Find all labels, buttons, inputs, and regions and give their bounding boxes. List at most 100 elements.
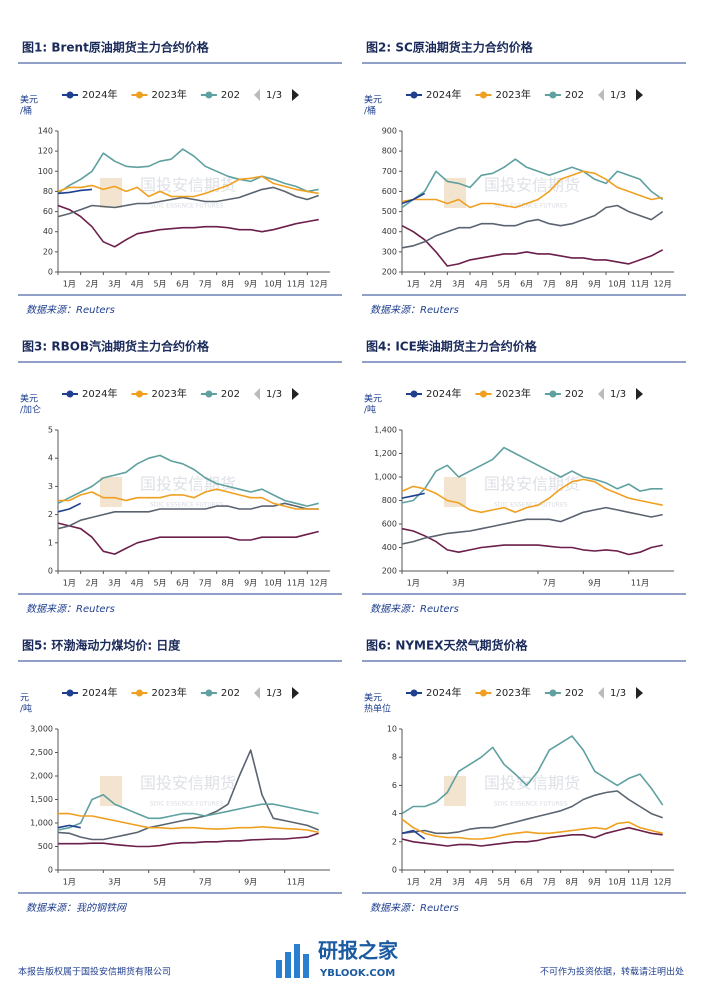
- series-line: [401, 224, 664, 267]
- pager: 1/3: [266, 90, 282, 101]
- series-line: [57, 175, 319, 198]
- y-tick-label: 80: [43, 187, 53, 196]
- legend-label: 2023年: [151, 387, 186, 400]
- source: 数据来源：我的钢铁网: [26, 902, 128, 914]
- series-line: [401, 158, 664, 209]
- pager: 1/3: [610, 688, 626, 699]
- x-tick-label: 3月: [108, 878, 121, 887]
- pager: 1/3: [610, 389, 626, 400]
- series-line: [57, 186, 319, 218]
- series-line: [57, 188, 93, 195]
- legend-dot: [479, 390, 487, 398]
- y-tick-label: 0: [48, 567, 53, 576]
- x-tick-label: 3月: [452, 579, 465, 588]
- legend-dot: [549, 689, 557, 697]
- y-tick-label: 6: [392, 781, 397, 790]
- legend-dot: [66, 91, 74, 99]
- y-tick-label: 120: [38, 147, 53, 156]
- x-tick-label: 7月: [543, 579, 556, 588]
- x-tick-label: 10月: [608, 878, 626, 887]
- x-tick-label: 8月: [565, 280, 578, 289]
- x-tick-label: 2月: [85, 280, 98, 289]
- pager: 1/3: [266, 688, 282, 699]
- x-tick-label: 4月: [475, 280, 488, 289]
- x-tick-label: 12月: [654, 878, 672, 887]
- panel-title: 图1: Brent原油期货主力合约价格: [22, 40, 210, 55]
- series-line: [57, 502, 319, 530]
- pager-prev: [598, 89, 604, 101]
- series-line: [58, 488, 319, 510]
- y-tick-label: 40: [43, 227, 53, 236]
- legend-dot: [66, 689, 74, 697]
- y-unit: 元: [20, 694, 29, 704]
- brand-logo: [276, 944, 309, 978]
- series-line: [401, 527, 663, 556]
- x-tick-label: 5月: [497, 280, 510, 289]
- x-tick-label: 9月: [244, 878, 257, 887]
- series-line: [57, 794, 319, 831]
- x-tick-label: 7月: [199, 579, 212, 588]
- legend-label: 2024年: [426, 88, 461, 101]
- watermark-logo: [100, 776, 122, 806]
- legend-label: 202: [565, 90, 584, 101]
- y-tick-label: 140: [38, 127, 53, 136]
- legend-label: 2024年: [82, 686, 117, 699]
- source: 数据来源：Reuters: [26, 603, 115, 615]
- legend-label: 202: [565, 688, 584, 699]
- x-tick-label: 5月: [153, 579, 166, 588]
- pager-prev: [598, 388, 604, 400]
- y-tick-label: 2: [392, 837, 397, 846]
- legend-label: 2023年: [495, 88, 530, 101]
- x-tick-label: 7月: [543, 878, 556, 887]
- series-line: [58, 832, 319, 848]
- x-tick-label: 7月: [543, 280, 556, 289]
- series-line: [401, 478, 663, 514]
- watermark-en: SDIC ESSENCE FUTURES: [150, 502, 224, 509]
- series-line: [58, 812, 319, 834]
- legend-label: 2023年: [495, 686, 530, 699]
- x-tick-label: 1月: [407, 878, 420, 887]
- x-tick-label: 8月: [565, 878, 578, 887]
- y-unit: /吨: [20, 703, 32, 715]
- source: 数据来源：Reuters: [370, 304, 459, 316]
- x-tick-label: 2月: [429, 280, 442, 289]
- y-tick-label: 0: [48, 268, 53, 277]
- pager-next: [292, 388, 299, 400]
- series-line: [401, 192, 426, 205]
- series-line: [57, 522, 319, 555]
- x-tick-label: 9月: [588, 579, 601, 588]
- y-tick-label: 1,500: [30, 795, 53, 804]
- footer-right: 不可作为投资依据，转载请注明出处: [540, 966, 684, 978]
- source: 数据来源：Reuters: [370, 603, 459, 615]
- x-tick-label: 4月: [131, 280, 144, 289]
- x-tick-label: 12月: [654, 280, 672, 289]
- y-tick-label: 200: [382, 268, 397, 277]
- series-line: [57, 454, 319, 507]
- x-tick-label: 3月: [108, 280, 121, 289]
- y-tick-label: 500: [38, 842, 53, 851]
- y-tick-label: 1,400: [374, 426, 397, 435]
- legend-dot: [410, 689, 418, 697]
- legend-label: 2024年: [426, 387, 461, 400]
- x-tick-label: 12月: [310, 280, 328, 289]
- watermark: 国投安信期货: [484, 774, 580, 793]
- watermark-logo: [100, 178, 122, 208]
- y-tick-label: 500: [382, 207, 397, 216]
- x-tick-label: 11月: [631, 878, 649, 887]
- series-line: [401, 829, 426, 840]
- x-tick-label: 6月: [176, 280, 189, 289]
- series-line: [401, 735, 664, 815]
- x-tick-label: 11月: [287, 878, 305, 887]
- x-tick-label: 2月: [85, 579, 98, 588]
- x-tick-label: 2月: [429, 878, 442, 887]
- y-tick-label: 800: [382, 147, 397, 156]
- y-tick-label: 20: [43, 247, 53, 256]
- panel-title: 图5: 环渤海动力煤均价: 日度: [22, 638, 181, 653]
- pager-prev: [254, 687, 260, 699]
- legend-label: 202: [565, 389, 584, 400]
- pager-prev: [254, 388, 260, 400]
- pager-next: [636, 687, 643, 699]
- y-tick-label: 1,200: [374, 449, 397, 458]
- x-tick-label: 9月: [588, 878, 601, 887]
- x-tick-label: 6月: [176, 579, 189, 588]
